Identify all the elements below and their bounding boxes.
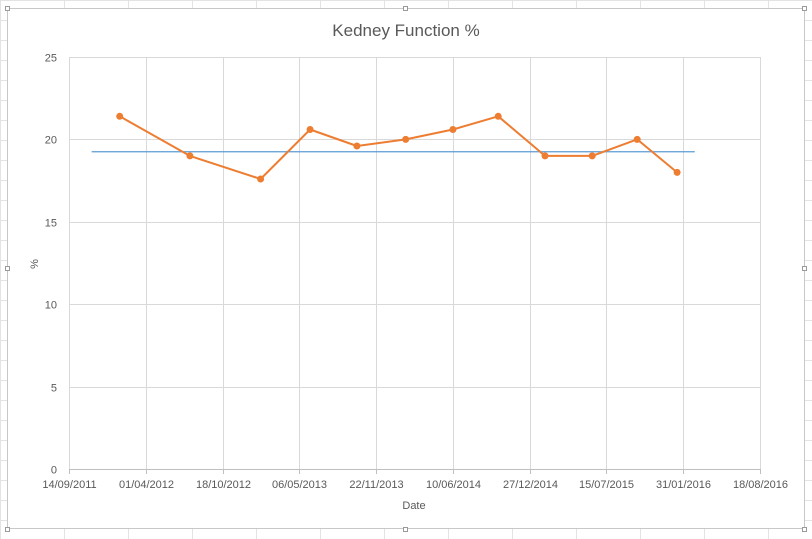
x-tick-label: 14/09/2011 [42, 479, 96, 491]
series-line [119, 115, 678, 180]
data-point [588, 152, 596, 160]
y-tick-label: 15 [45, 218, 57, 230]
y-tick-label: 5 [51, 383, 57, 395]
data-point [306, 126, 314, 133]
resize-handle-bottom-right[interactable] [802, 527, 807, 532]
data-point [673, 168, 681, 176]
y-tick-label: 0 [51, 465, 57, 477]
chart-title: Kedney Function % [332, 21, 479, 40]
data-point [449, 126, 457, 133]
data-point [541, 152, 549, 160]
resize-handle-top-right[interactable] [802, 6, 807, 11]
x-axis-title: Date [402, 500, 425, 512]
x-tick-label: 15/07/2015 [579, 479, 634, 491]
resize-handle-bottom-left[interactable] [5, 527, 10, 532]
y-tick-label: 10 [45, 300, 57, 312]
y-tick-label: 25 [45, 53, 57, 65]
series-layer [116, 112, 681, 183]
chart-object[interactable] [7, 8, 805, 529]
y-tick-label: 20 [45, 135, 57, 147]
y-axis-title: % [29, 259, 41, 269]
data-point [494, 112, 502, 120]
x-tick-label: 18/10/2012 [196, 479, 251, 491]
x-tick-label: 06/05/2013 [272, 479, 327, 491]
x-tick-label: 27/12/2014 [503, 479, 558, 491]
data-point [186, 152, 194, 160]
data-point [353, 142, 361, 150]
resize-handle-top[interactable] [403, 6, 408, 11]
x-tick-label: 10/06/2014 [426, 479, 481, 491]
data-point [257, 175, 265, 183]
data-point [633, 135, 641, 143]
x-tick-label: 18/08/2016 [733, 479, 788, 491]
axes: 0 5 10 15 20 25 14/09/2011 01/04/2012 18/10/2012… [42, 53, 788, 492]
data-point [116, 112, 124, 120]
resize-handle-right[interactable] [802, 266, 807, 271]
x-tick-label: 22/11/2013 [349, 479, 403, 491]
gridlines [69, 57, 761, 469]
resize-handle-top-left[interactable] [5, 6, 10, 11]
resize-handle-bottom[interactable] [403, 527, 408, 532]
data-point [402, 135, 410, 143]
resize-handle-left[interactable] [5, 266, 10, 271]
x-tick-label: 01/04/2012 [119, 479, 174, 491]
x-tick-label: 31/01/2016 [656, 479, 711, 491]
